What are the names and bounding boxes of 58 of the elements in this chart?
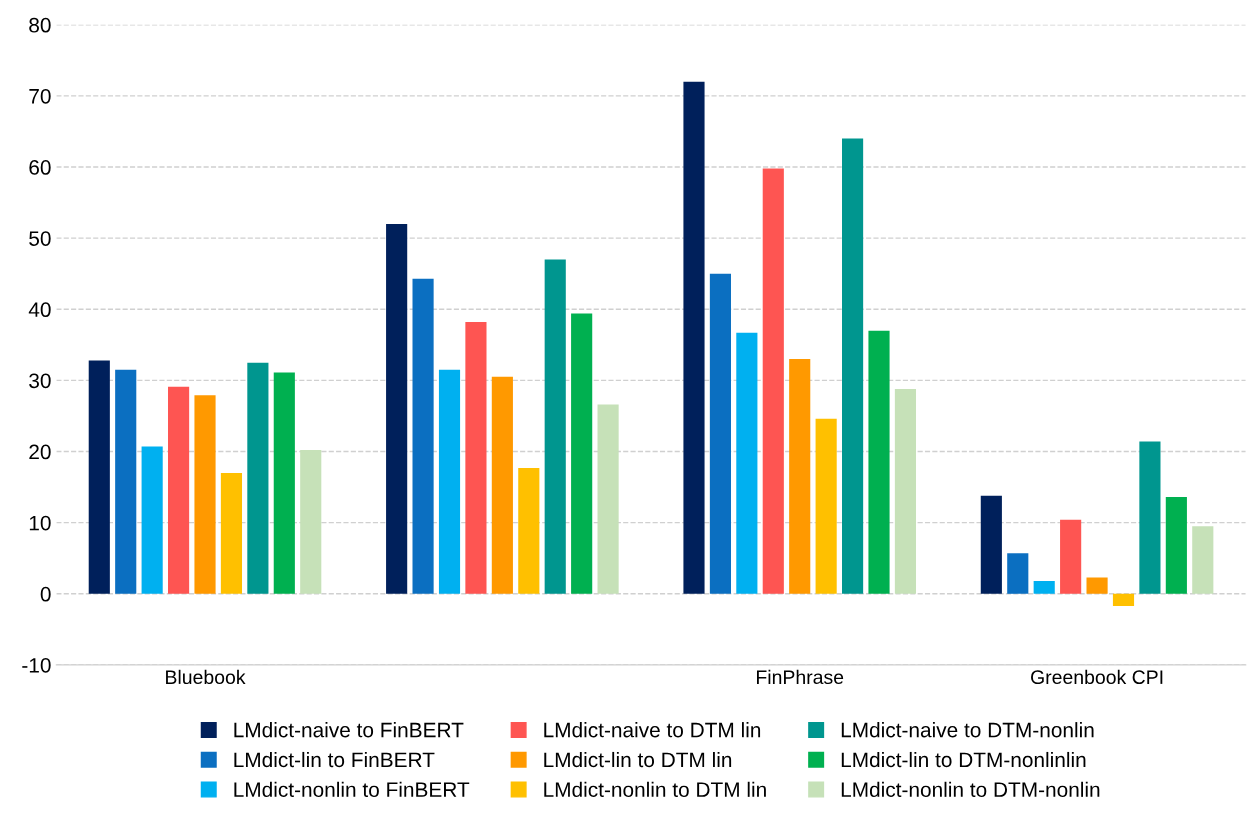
legend-label: LMdict-lin to FinBERT [234,751,435,768]
y-tick-label: 70 [29,88,51,104]
y-tick-label: 50 [29,231,51,246]
bar [789,359,811,594]
legend-label: LMdict-nonlin to FinBERT [234,781,470,798]
legend-label: LMdict-lin to DTM-nonlinlin [841,751,1086,768]
legend-label: LMdict-naive to DTM-nonlin [841,722,1094,738]
bar [544,259,566,594]
bar [168,386,190,594]
bar [220,472,243,594]
bar [465,322,487,594]
bar [1165,497,1187,594]
bar [1192,526,1214,594]
bar [683,81,705,594]
bar [842,138,864,594]
y-tick-label: 30 [29,373,51,389]
bar [438,369,461,594]
bar [709,273,731,594]
bar [386,223,408,594]
bar [894,388,917,594]
y-tick-label: 80 [29,17,51,33]
bar [980,495,1002,594]
legend-label: LMdict-lin to DTM lin [544,751,732,768]
bar [141,446,163,594]
bar [1139,441,1161,594]
bar [247,362,269,594]
bar [273,372,295,594]
bar [815,418,837,594]
x-tick-label: FinPhrase [757,669,844,685]
bar [518,467,540,594]
bar [762,168,784,594]
bar [194,395,216,594]
bar [115,369,137,594]
bar [1112,593,1135,606]
y-tick-label: 20 [29,444,51,460]
bar [736,332,758,594]
x-tick-label: Bluebook [166,669,246,685]
bar [1086,577,1108,594]
y-tick-label: 0 [40,586,51,602]
y-tick-label: 40 [28,302,51,318]
y-tick-label: 10 [29,515,51,531]
bar [597,404,619,594]
legend-label: LMdict-nonlin to DTM-nonlin [841,781,1100,798]
bar [1033,581,1055,594]
bar [868,330,890,594]
y-tick-label: 60 [29,160,51,175]
bar [1007,553,1029,594]
bar [491,376,513,594]
bar [571,313,593,594]
bar [88,360,110,594]
y-tick-label: -10 [22,657,51,673]
bar [412,278,434,594]
legend-label: LMdict-nonlin to DTM lin [544,781,766,798]
legend-label: LMdict-naive to FinBERT [234,722,464,738]
bar [1060,519,1082,594]
x-tick-label: Greenbook CPI [1031,669,1163,685]
legend-label: LMdict-naive to DTM lin [544,722,761,738]
bar [300,450,322,594]
